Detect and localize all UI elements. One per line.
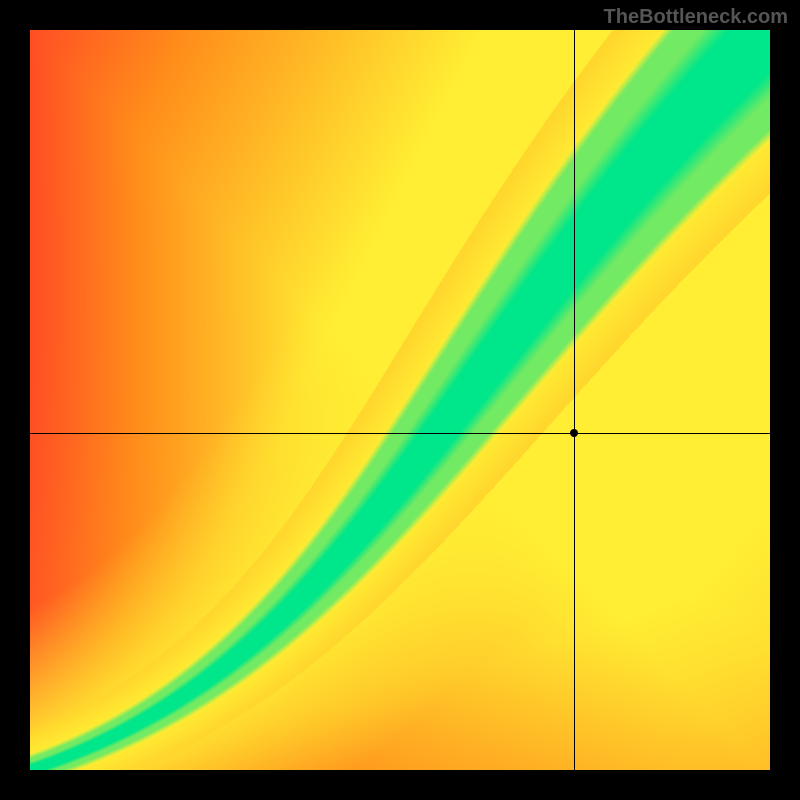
- crosshair-marker: [570, 429, 578, 437]
- crosshair-vertical: [574, 30, 575, 770]
- heatmap-plot: [30, 30, 770, 770]
- heatmap-canvas: [30, 30, 770, 770]
- watermark-text: TheBottleneck.com: [604, 6, 788, 29]
- crosshair-horizontal: [30, 433, 770, 434]
